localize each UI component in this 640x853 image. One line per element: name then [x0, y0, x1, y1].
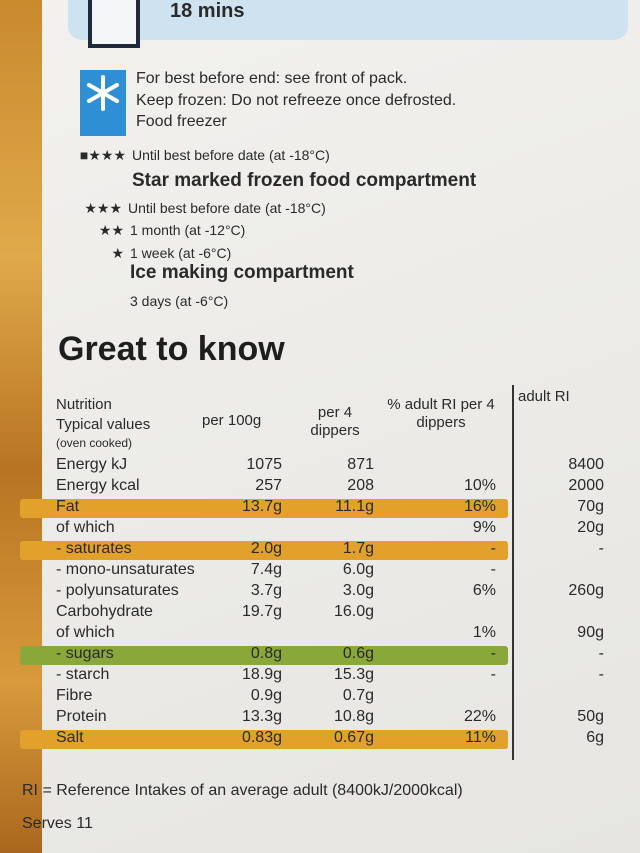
cell-per4: 16.0g — [333, 603, 374, 620]
cell-per100: 3.7g — [250, 582, 282, 599]
nutrient-name: Energy kJ — [56, 456, 128, 473]
row-highlight — [20, 499, 508, 518]
cell-per4: 11.1g — [335, 498, 374, 515]
cell-ri: 8400 — [568, 456, 604, 473]
row-highlight — [20, 646, 508, 665]
oven-icon — [88, 0, 140, 48]
nutrient-name: Protein — [56, 708, 107, 725]
header-ri: adult RI — [518, 388, 570, 405]
cell-ri: 260g — [568, 582, 604, 599]
cell-per100: 0.9g — [250, 687, 282, 704]
header-pct: % adult RI per 4 dippers — [387, 396, 495, 431]
cell-per100: 13.7g — [241, 498, 282, 515]
nutrient-name: Energy kcal — [56, 477, 140, 494]
nutrient-name: Fat — [56, 498, 80, 515]
cell-per4: 208 — [347, 477, 374, 494]
cell-pct: - — [490, 561, 496, 578]
stars: ■★★★ — [79, 147, 126, 163]
storage-text: Ice making compartment — [130, 262, 354, 283]
cell-pct: - — [490, 540, 496, 557]
nutrient-name: Salt — [56, 729, 84, 746]
cell-ri: 50g — [577, 708, 604, 725]
ri-note: RI = Reference Intakes of an average adu… — [22, 782, 463, 799]
cell-ri: 6g — [586, 729, 604, 746]
cell-pct: 9% — [472, 519, 496, 536]
cell-pct: 1% — [472, 624, 496, 641]
cell-ri: 2000 — [568, 477, 604, 494]
column-divider — [512, 385, 514, 760]
header-per4: per 4 dippers — [310, 404, 360, 439]
header-cooked: (oven cooked) — [56, 436, 133, 450]
storage-text: 3 days (at -6°C) — [130, 293, 229, 309]
cell-pct: 11% — [465, 729, 496, 746]
nutrient-name: Carbohydrate — [56, 603, 153, 620]
serves: Serves 11 — [22, 815, 93, 832]
cell-pct: 10% — [463, 477, 496, 494]
stars: ★★★ — [84, 200, 122, 216]
nutrient-name: - mono-unsaturates — [56, 561, 195, 578]
cell-per4: 10.8g — [333, 708, 374, 725]
cell-per100: 13.3g — [241, 708, 282, 725]
cell-per4: 0.7g — [342, 687, 374, 704]
cell-ri: 20g — [577, 519, 604, 536]
cell-pct: - — [490, 645, 496, 662]
cell-per4: 6.0g — [342, 561, 374, 578]
cell-per4: 871 — [347, 456, 374, 473]
storage-text: Food freezer — [136, 113, 227, 130]
cell-per100: 257 — [255, 477, 282, 494]
header-nutrition: Nutrition — [56, 396, 112, 413]
snowflake — [87, 75, 119, 111]
cell-per100: 18.9g — [241, 666, 282, 683]
header-typical: Typical values — [56, 416, 151, 433]
nutrient-name: - saturates — [56, 540, 132, 557]
storage-text: Keep frozen: Do not refreeze once defros… — [136, 92, 457, 109]
cell-ri: - — [598, 666, 604, 683]
storage-text: For best before end: see front of pack. — [136, 70, 408, 87]
cell-per100: 7.4g — [250, 561, 282, 578]
cell-per100: 19.7g — [241, 603, 282, 620]
food-edge — [0, 0, 42, 853]
nutrient-name: of which — [56, 519, 115, 536]
section-heading: Great to know — [58, 330, 285, 368]
cook-time: 18 mins — [170, 0, 245, 22]
nutrient-name: - polyunsaturates — [56, 582, 179, 599]
header-per100: per 100g — [202, 412, 262, 429]
storage-text: Until best before date (at -18°C) — [128, 200, 326, 216]
nutrient-name: - sugars — [56, 645, 114, 662]
storage-text: Until best before date (at -18°C) — [132, 147, 330, 163]
freeze-icon — [80, 70, 126, 136]
cell-per100: 0.8g — [250, 645, 282, 662]
cell-pct: 22% — [463, 708, 496, 725]
cell-ri: 90g — [577, 624, 604, 641]
cell-pct: 16% — [463, 498, 496, 515]
cell-per100: 2.0g — [250, 540, 282, 557]
nutrient-name: Fibre — [56, 687, 93, 704]
cell-per4: 3.0g — [342, 582, 374, 599]
cell-per4: 15.3g — [333, 666, 374, 683]
nutrient-name: of which — [56, 624, 115, 641]
storage-text: Star marked frozen food compartment — [132, 170, 477, 191]
cell-per4: 1.7g — [342, 540, 374, 557]
cooking-box — [68, 0, 628, 40]
cell-ri: - — [598, 645, 604, 662]
storage-text: 1 month (at -12°C) — [130, 222, 246, 238]
cell-pct: - — [490, 666, 496, 683]
stars: ★★ — [98, 222, 124, 238]
cell-ri: - — [598, 540, 604, 557]
cell-per100: 1075 — [246, 456, 282, 473]
cell-per4: 0.6g — [342, 645, 374, 662]
nutrient-name: - starch — [56, 666, 110, 683]
cell-ri: 70g — [577, 498, 604, 515]
stars: ★ — [111, 245, 124, 261]
cell-per4: 0.67g — [333, 729, 374, 746]
row-highlight — [20, 730, 508, 749]
pack-panel — [42, 0, 640, 853]
cell-pct: 6% — [472, 582, 496, 599]
storage-text: 1 week (at -6°C) — [130, 245, 232, 261]
cell-per100: 0.83g — [241, 729, 282, 746]
row-highlight — [20, 541, 508, 560]
